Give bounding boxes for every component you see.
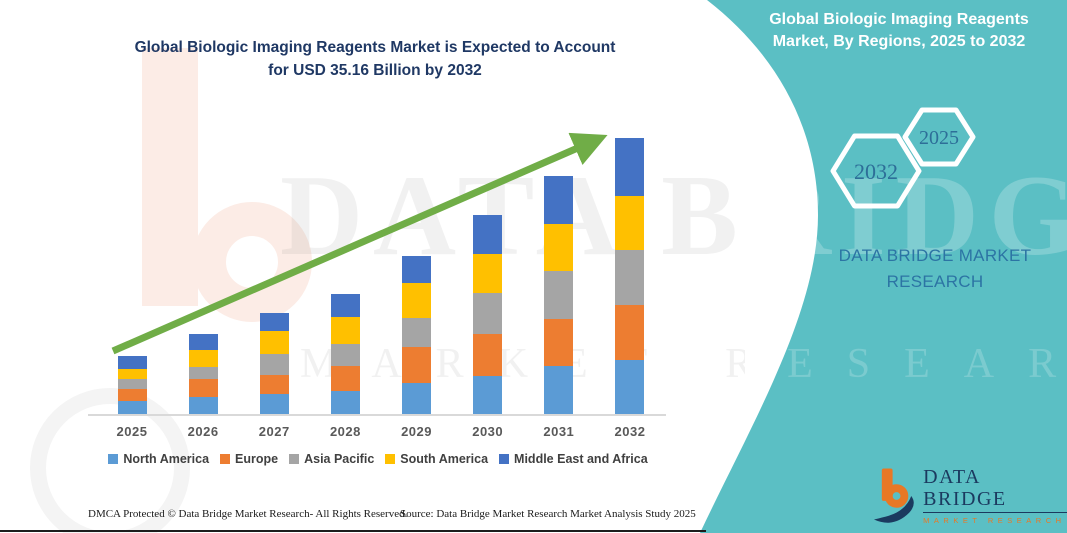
x-axis-label-2025: 2025 [116,424,148,439]
bar-segment-2028-south-america [330,317,360,345]
stacked-bar-plot [88,118,668,414]
logo-divider [923,512,1067,513]
bar-segment-2029-europe [402,346,432,383]
legend-swatch-icon [499,454,510,464]
logo-text: DATA BRIDGE MARKET RESEARCH [923,466,1067,525]
bar-segment-2031-asia-pacific [544,271,574,320]
bar-segment-2032-asia-pacific [615,249,645,305]
bar-segment-2028-asia-pacific [330,344,360,367]
bar-segment-2032-north-america [615,360,645,414]
company-logo: DATA BRIDGE MARKET RESEARCH [872,466,1067,525]
chart-title-line2: for USD 35.16 Billion by 2032 [268,62,482,80]
bar-segment-2026-south-america [188,349,218,367]
bar-segment-2030-middle-east-and-africa [473,215,503,255]
bar-segment-2027-south-america [259,330,289,354]
legend-item-north-america: North America [108,452,209,466]
legend-swatch-icon [108,454,119,464]
panel-title: Global Biologic Imaging Reagents Market,… [758,9,1040,54]
x-axis-label-2032: 2032 [614,424,646,439]
legend-label: Middle East and Africa [514,452,648,466]
footer-divider-line [0,530,706,532]
bar-segment-2027-middle-east-and-africa [259,312,289,331]
bar-segment-2032-europe [615,304,645,360]
bar-segment-2027-asia-pacific [259,353,289,375]
footer-copyright: DMCA Protected © Data Bridge Market Rese… [88,508,408,520]
chart-legend: North America Europe Asia Pacific South Ame… [80,452,676,466]
legend-item-middle-east-and-africa: Middle East and Africa [499,452,648,466]
x-axis-label-2028: 2028 [329,424,361,439]
bar-segment-2025-middle-east-and-africa [117,356,147,370]
legend-swatch-icon [289,454,300,464]
bar-segment-2029-middle-east-and-africa [402,255,432,283]
bar-segment-2030-asia-pacific [473,293,503,335]
bar-segment-2031-north-america [544,366,574,414]
bar-segment-2028-north-america [330,391,360,414]
legend-label: South America [400,452,489,466]
bar-segment-2029-north-america [402,383,432,414]
legend-item-asia-pacific: Asia Pacific [289,452,374,466]
panel-title-line2: Market, By Regions, 2025 to 2032 [772,33,1026,51]
x-axis-label-2030: 2030 [472,424,504,439]
legend-label: Asia Pacific [304,452,375,466]
x-axis-label-2027: 2027 [258,424,290,439]
footer-source: Source: Data Bridge Market Research Mark… [400,508,696,520]
data-bridge-logo-icon [873,468,914,523]
logo-tagline: MARKET RESEARCH [923,516,1066,525]
chart-title: Global Biologic Imaging Reagents Market … [115,36,635,83]
bar-segment-2032-middle-east-and-africa [615,137,645,196]
legend-swatch-icon [385,454,396,464]
legend-item-europe: Europe [220,452,278,466]
bar-segment-2026-middle-east-and-africa [188,333,218,350]
year-hexagons: 2032 2025 [830,107,976,209]
brand-line2: RESEARCH [886,272,984,292]
x-axis-labels: 2025 2026 2027 2028 2029 2030 2031 2032 [88,424,668,444]
legend-label: Europe [235,452,279,466]
x-axis-label-2031: 2031 [543,424,575,439]
bar-segment-2029-asia-pacific [402,318,432,347]
bar-segment-2028-middle-east-and-africa [330,294,360,318]
bar-segment-2025-europe [117,388,147,401]
bar-segment-2027-north-america [259,393,289,414]
bar-segment-2025-north-america [117,400,147,414]
hexagon-right-year: 2025 [919,127,959,149]
bar-segment-2031-south-america [544,224,574,272]
hexagon-2025-icon [902,107,976,167]
bar-segment-2031-middle-east-and-africa [544,176,574,225]
legend-swatch-icon [220,454,231,464]
bar-segment-2026-north-america [188,396,218,414]
hexagon-left-year: 2032 [854,159,898,184]
bar-segment-2030-europe [473,334,503,377]
logo-name: DATA BRIDGE [923,466,1007,510]
bar-segment-2029-south-america [402,283,432,318]
chart-title-line1: Global Biologic Imaging Reagents Market … [134,39,616,56]
bar-segment-2026-europe [188,379,218,397]
bar-segment-2032-south-america [615,195,645,250]
x-axis-label-2029: 2029 [401,424,432,439]
bar-segment-2030-south-america [473,254,503,294]
panel-title-line1: Global Biologic Imaging Reagents [769,11,1029,28]
hexagon-2032-icon [830,133,922,209]
bar-segment-2031-europe [544,319,574,367]
bar-segment-2027-europe [259,375,289,394]
x-axis-line [88,414,666,416]
bar-segment-2025-south-america [117,369,147,379]
bar-segment-2025-asia-pacific [117,379,147,389]
brand-line1: DATA BRIDGE MARKET [838,246,1032,265]
bar-segment-2028-europe [330,366,360,391]
bar-segment-2030-north-america [473,376,503,414]
brand-wordmark: DATA BRIDGE MARKET RESEARCH [810,243,1060,296]
bar-segment-2026-asia-pacific [188,367,218,379]
legend-item-south-america: South America [385,452,488,466]
x-axis-label-2026: 2026 [187,424,219,439]
legend-label: North America [123,452,210,466]
